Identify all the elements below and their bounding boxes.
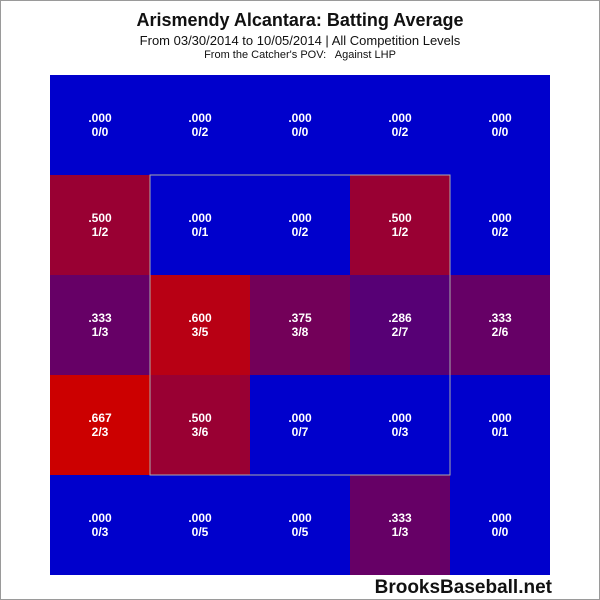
cell-hits-atbats-label: 0/0	[492, 525, 509, 539]
cell-hits-atbats-label: 0/5	[292, 525, 309, 539]
heatmap-cell-r3-c1	[150, 375, 250, 475]
heatmap-cell-r3-c3	[350, 375, 450, 475]
brand-watermark: BrooksBaseball.net	[374, 577, 552, 598]
chart-title: Arismendy Alcantara: Batting Average	[136, 10, 464, 30]
heatmap-cell-r3-c4	[450, 375, 550, 475]
cell-average-label: .000	[388, 411, 412, 425]
heatmap-cell-r4-c1	[150, 475, 250, 575]
heatmap-cell-r1-c0	[50, 175, 150, 275]
heatmap-cell-r2-c3	[350, 275, 450, 375]
heatmap-cell-r2-c4	[450, 275, 550, 375]
cell-average-label: .000	[488, 511, 512, 525]
heatmap-cell-r2-c1	[150, 275, 250, 375]
cell-hits-atbats-label: 2/7	[392, 325, 409, 339]
cell-hits-atbats-label: 0/1	[492, 425, 509, 439]
cell-hits-atbats-label: 0/2	[192, 125, 209, 139]
cell-hits-atbats-label: 0/2	[392, 125, 409, 139]
cell-hits-atbats-label: 0/0	[492, 125, 509, 139]
heatmap-cell-r4-c3	[350, 475, 450, 575]
heatmap-cell-r1-c4	[450, 175, 550, 275]
cell-hits-atbats-label: 0/7	[292, 425, 309, 439]
cell-average-label: .286	[388, 311, 412, 325]
heatmap-cell-r1-c2	[250, 175, 350, 275]
cell-average-label: .333	[388, 511, 412, 525]
cell-hits-atbats-label: 1/3	[392, 525, 409, 539]
heatmap-cell-r3-c0	[50, 375, 150, 475]
heatmap-cell-r2-c0	[50, 275, 150, 375]
cell-hits-atbats-label: 2/3	[92, 425, 109, 439]
chart-subtitle: From 03/30/2014 to 10/05/2014 | All Comp…	[139, 33, 461, 48]
heatmap-cell-r0-c3	[350, 75, 450, 175]
cell-hits-atbats-label: 1/2	[92, 225, 109, 239]
strike-zone-outline	[149, 174, 451, 476]
chart-pov-note: From the Catcher's POV: Against LHP	[204, 49, 396, 61]
cell-hits-atbats-label: 1/3	[92, 325, 109, 339]
heatmap-cell-r0-c4	[450, 75, 550, 175]
cell-hits-atbats-label: 0/0	[292, 125, 309, 139]
heatmap-cell-r1-c1	[150, 175, 250, 275]
cell-hits-atbats-label: 0/1	[192, 225, 209, 239]
cell-average-label: .000	[288, 411, 312, 425]
heatmap-cell-r4-c2	[250, 475, 350, 575]
cell-average-label: .000	[88, 511, 112, 525]
cell-average-label: .500	[388, 211, 412, 225]
cell-average-label: .000	[288, 511, 312, 525]
cell-average-label: .333	[488, 311, 512, 325]
cell-average-label: .375	[288, 311, 312, 325]
heatmap-cell-r1-c3	[350, 175, 450, 275]
cell-average-label: .000	[188, 211, 212, 225]
cell-hits-atbats-label: 3/6	[192, 425, 209, 439]
heatmap-cell-r4-c4	[450, 475, 550, 575]
cell-average-label: .000	[88, 111, 112, 125]
cell-average-label: .000	[488, 211, 512, 225]
cell-average-label: .000	[188, 111, 212, 125]
cell-hits-atbats-label: 0/2	[492, 225, 509, 239]
cell-hits-atbats-label: 0/0	[92, 125, 109, 139]
cell-average-label: .000	[288, 211, 312, 225]
heatmap-cell-r0-c1	[150, 75, 250, 175]
cell-hits-atbats-label: 3/8	[292, 325, 309, 339]
cell-hits-atbats-label: 2/6	[492, 325, 509, 339]
cell-average-label: .500	[88, 211, 112, 225]
cell-hits-atbats-label: 0/5	[192, 525, 209, 539]
cell-average-label: .000	[488, 111, 512, 125]
cell-average-label: .000	[488, 411, 512, 425]
cell-hits-atbats-label: 1/2	[392, 225, 409, 239]
cell-hits-atbats-label: 0/3	[92, 525, 109, 539]
cell-hits-atbats-label: 0/2	[292, 225, 309, 239]
heatmap-cell-r0-c2	[250, 75, 350, 175]
heatmap-cell-r2-c2	[250, 275, 350, 375]
heatmap-cell-r3-c2	[250, 375, 350, 475]
cell-average-label: .600	[188, 311, 212, 325]
cell-hits-atbats-label: 0/3	[392, 425, 409, 439]
cell-average-label: .667	[88, 411, 112, 425]
cell-average-label: .000	[288, 111, 312, 125]
cell-average-label: .000	[188, 511, 212, 525]
cell-average-label: .000	[388, 111, 412, 125]
cell-average-label: .500	[188, 411, 212, 425]
cell-hits-atbats-label: 3/5	[192, 325, 209, 339]
heatmap-cell-r0-c0	[50, 75, 150, 175]
cell-average-label: .333	[88, 311, 112, 325]
heatmap-cell-r4-c0	[50, 475, 150, 575]
